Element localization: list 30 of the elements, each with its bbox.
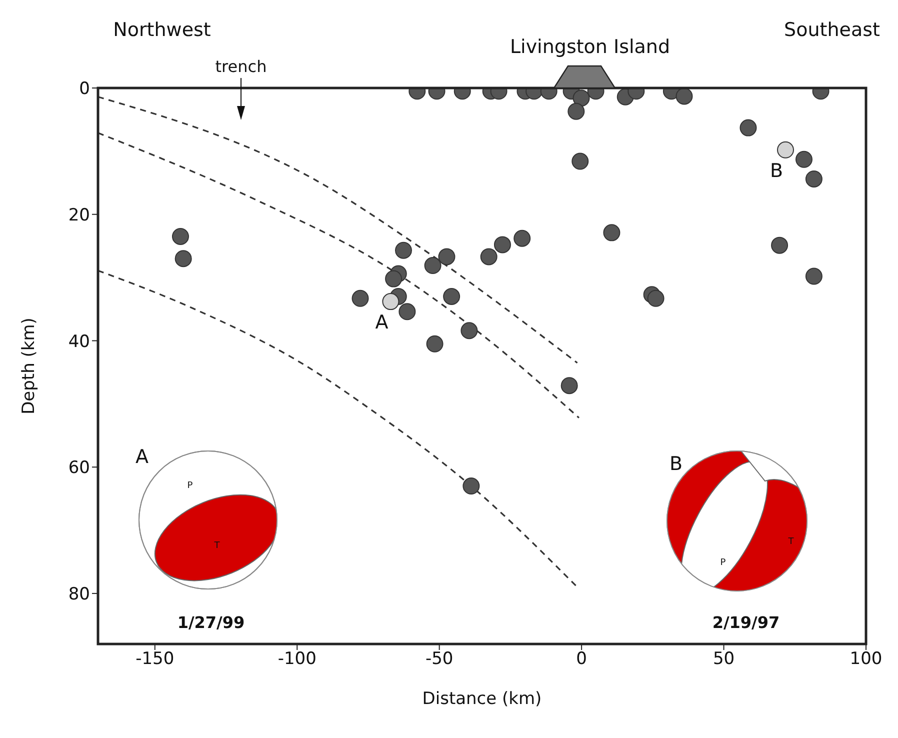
line-series bbox=[98, 132, 580, 419]
annotation: B bbox=[770, 160, 784, 182]
annotation: 2/19/97 bbox=[712, 613, 780, 632]
y-axis-title: Depth (km) bbox=[19, 318, 40, 414]
text: Livingston Island bbox=[510, 36, 670, 58]
y-tick-label: 60 bbox=[68, 458, 90, 478]
x-tick-label: -150 bbox=[136, 649, 174, 670]
y-tick-label: 20 bbox=[68, 205, 90, 226]
annotation: P bbox=[720, 558, 726, 568]
x-tick-label: 50 bbox=[712, 649, 735, 670]
x-tick-label: 100 bbox=[850, 649, 882, 670]
text: Northwest bbox=[113, 19, 211, 41]
x-tick-label: -100 bbox=[278, 649, 316, 670]
text: trench bbox=[215, 57, 267, 76]
annotation: T bbox=[787, 537, 794, 547]
y-tick-label: 40 bbox=[68, 332, 90, 352]
annotation: A bbox=[136, 446, 148, 468]
line-series bbox=[98, 96, 578, 364]
y-tick-label: 0 bbox=[79, 79, 90, 100]
x-tick-label: -50 bbox=[425, 649, 454, 670]
annotation: A bbox=[375, 312, 388, 334]
annotation: P bbox=[187, 481, 194, 491]
annotation: B bbox=[669, 453, 683, 475]
annotation: T bbox=[213, 541, 220, 551]
text: Southeast bbox=[784, 19, 880, 41]
annotation: 1/27/99 bbox=[177, 613, 245, 632]
line-series bbox=[98, 270, 578, 588]
x-axis-title: Distance (km) bbox=[422, 689, 542, 709]
y-tick-label: 80 bbox=[68, 584, 90, 604]
x-tick-label: 0 bbox=[576, 649, 587, 670]
